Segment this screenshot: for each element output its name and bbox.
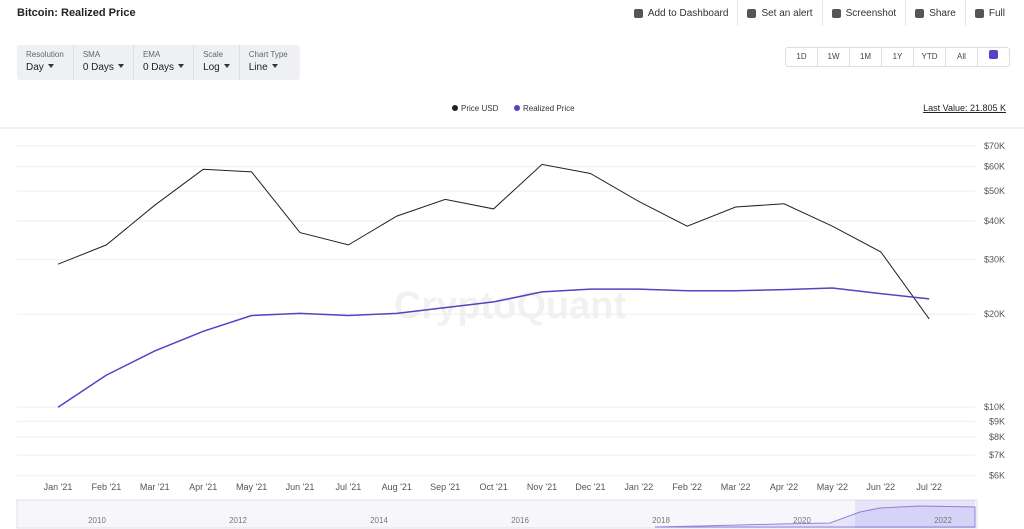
dropdown[interactable]: EMA 0 Days bbox=[134, 45, 195, 80]
range-buttons: 1D 1W 1M 1Y YTD All bbox=[785, 47, 1010, 67]
toolbar-button[interactable]: Share bbox=[905, 0, 965, 26]
legend-marker bbox=[452, 105, 458, 111]
x-tick-label: May '21 bbox=[236, 482, 267, 492]
dropdown-label: Chart Type bbox=[248, 50, 288, 59]
dropdown[interactable]: Chart Type Line bbox=[240, 45, 297, 80]
button-label: Screenshot bbox=[845, 7, 897, 19]
navigator-year: 2012 bbox=[229, 516, 247, 525]
button-label: Set an alert bbox=[761, 7, 813, 19]
dropdown[interactable]: Scale Log bbox=[194, 45, 240, 80]
button-label: Full bbox=[988, 7, 1005, 19]
y-tick-label: $20K bbox=[984, 309, 1005, 319]
x-tick-label: Feb '21 bbox=[92, 482, 122, 492]
series-line bbox=[57, 287, 930, 408]
navigator-year: 2014 bbox=[370, 516, 388, 525]
y-tick-label: $40K bbox=[984, 216, 1005, 226]
icon bbox=[831, 8, 841, 18]
dropdown-value: Log bbox=[203, 62, 230, 73]
y-tick-label: $50K bbox=[984, 186, 1005, 196]
toolbar-button[interactable]: Add to Dashboard bbox=[625, 0, 738, 26]
controls: Resolution Day SMA 0 Days EMA 0 Days Scale Log C… bbox=[17, 45, 300, 80]
x-tick-label: Jul '22 bbox=[916, 482, 942, 492]
x-tick-label: Jul '21 bbox=[336, 482, 362, 492]
x-tick-label: Mar '21 bbox=[140, 482, 170, 492]
y-tick-label: $30K bbox=[984, 255, 1005, 265]
range-button[interactable]: All bbox=[946, 48, 978, 66]
x-tick-label: Jun '22 bbox=[866, 482, 895, 492]
range-button[interactable]: 1D bbox=[786, 48, 818, 66]
icon bbox=[974, 8, 984, 18]
navigator-year: 2020 bbox=[793, 516, 811, 525]
button-label: Share bbox=[929, 7, 956, 19]
icon bbox=[633, 8, 643, 18]
toolbar-button[interactable]: Screenshot bbox=[821, 0, 906, 26]
y-tick-label: $60K bbox=[984, 162, 1005, 172]
x-tick-label: Oct '21 bbox=[479, 482, 507, 492]
page-title: Bitcoin: Realized Price bbox=[17, 7, 136, 19]
navigator bbox=[16, 499, 978, 529]
range-button[interactable]: 1W bbox=[818, 48, 850, 66]
x-tick-label: Feb '22 bbox=[672, 482, 702, 492]
x-tick-label: Aug '21 bbox=[382, 482, 412, 492]
navigator-year: 2018 bbox=[652, 516, 670, 525]
dropdown-label: Resolution bbox=[26, 50, 64, 59]
button-label: Add to Dashboard bbox=[647, 7, 729, 19]
icon bbox=[989, 50, 998, 59]
y-tick-label: $6K bbox=[989, 471, 1005, 481]
icon bbox=[915, 8, 925, 18]
x-tick-label: Jan '21 bbox=[44, 482, 73, 492]
dropdown-label: Scale bbox=[203, 50, 224, 59]
last-value[interactable]: Last Value: 21.805 K bbox=[923, 103, 1006, 113]
toolbar-button[interactable]: Full bbox=[964, 0, 1014, 26]
x-tick-label: Nov '21 bbox=[527, 482, 557, 492]
legend-label: Price USD bbox=[461, 104, 499, 113]
x-tick-label: Jun '21 bbox=[286, 482, 315, 492]
x-tick-label: Jan '22 bbox=[624, 482, 653, 492]
icon bbox=[747, 8, 757, 18]
dropdown-value: 0 Days bbox=[83, 62, 124, 73]
watermark: CryptoQuant bbox=[394, 285, 627, 327]
dropdown-label: EMA bbox=[142, 50, 161, 59]
dropdown[interactable]: Resolution Day bbox=[17, 45, 74, 80]
dropdown-value: 0 Days bbox=[143, 62, 184, 73]
x-tick-label: Mar '22 bbox=[721, 482, 751, 492]
dropdown-value: Line bbox=[249, 62, 288, 73]
calendar-button[interactable] bbox=[978, 48, 1009, 66]
series-line bbox=[57, 163, 930, 320]
x-tick-label: Apr '22 bbox=[770, 482, 798, 492]
toolbar-button[interactable]: Set an alert bbox=[737, 0, 821, 26]
dropdown[interactable]: SMA 0 Days bbox=[74, 45, 134, 80]
navigator-year: 2022 bbox=[934, 516, 952, 525]
navigator-area bbox=[654, 505, 976, 528]
legend-label: Realized Price bbox=[523, 104, 575, 113]
y-tick-label: $8K bbox=[989, 432, 1005, 442]
toolbar: Add to Dashboard Set an alert Screenshot Sh… bbox=[625, 0, 1014, 26]
x-tick-label: May '22 bbox=[817, 482, 848, 492]
navigator-year: 2016 bbox=[511, 516, 529, 525]
navigator-year: 2010 bbox=[88, 516, 106, 525]
y-tick-label: $10K bbox=[984, 402, 1005, 412]
legend-marker bbox=[514, 105, 520, 111]
y-tick-label: $70K bbox=[984, 141, 1005, 151]
x-tick-label: Sep '21 bbox=[430, 482, 460, 492]
y-tick-label: $9K bbox=[989, 416, 1005, 426]
range-button[interactable]: 1M bbox=[850, 48, 882, 66]
dropdown-value: Day bbox=[26, 62, 64, 73]
dropdown-label: SMA bbox=[82, 50, 101, 59]
x-tick-label: Dec '21 bbox=[575, 482, 605, 492]
range-button[interactable]: 1Y bbox=[882, 48, 914, 66]
x-tick-label: Apr '21 bbox=[189, 482, 217, 492]
y-tick-label: $7K bbox=[989, 450, 1005, 460]
navigator-selection[interactable] bbox=[855, 500, 975, 528]
range-button[interactable]: YTD bbox=[914, 48, 946, 66]
